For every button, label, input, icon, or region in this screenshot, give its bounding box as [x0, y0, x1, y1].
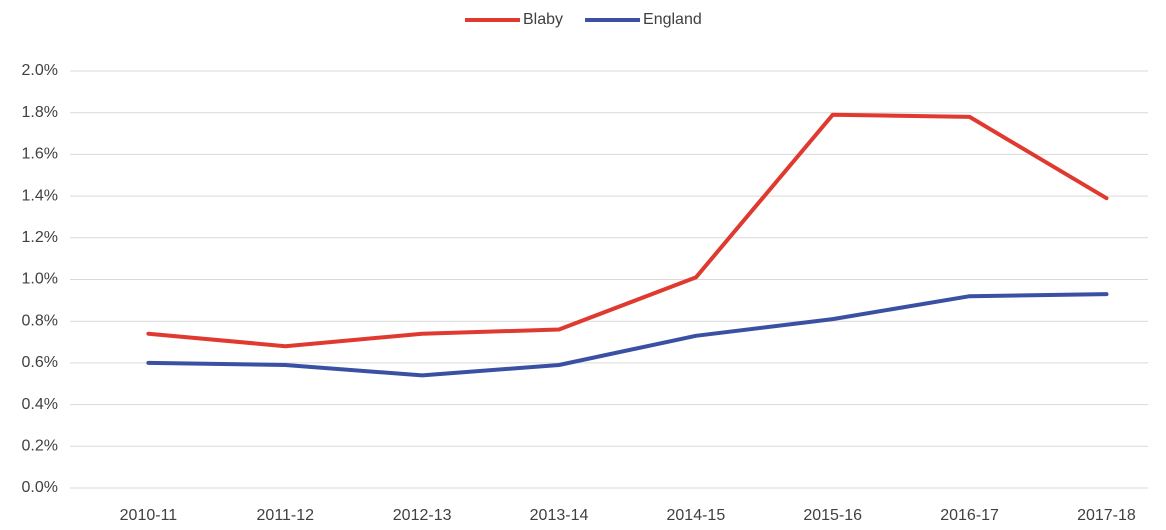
- x-tick-label: 2014-15: [667, 507, 726, 524]
- y-tick-label: 0.2%: [22, 438, 58, 455]
- x-tick-label: 2010-11: [120, 507, 178, 524]
- y-tick-label: 0.0%: [22, 479, 58, 496]
- legend-label: Blaby: [523, 11, 563, 28]
- y-tick-label: 1.8%: [22, 104, 58, 121]
- series-line: [146, 112, 1109, 349]
- y-tick-label: 0.6%: [22, 354, 58, 371]
- x-tick-label: 2011-12: [257, 507, 315, 524]
- y-tick-label: 1.2%: [22, 229, 58, 246]
- series-line: [146, 292, 1109, 378]
- y-tick-label: 1.0%: [22, 271, 58, 288]
- x-tick-label: 2015-16: [803, 507, 862, 524]
- x-tick-label: 2013-14: [530, 507, 589, 524]
- legend-label: England: [643, 11, 702, 28]
- y-tick-label: 0.4%: [22, 396, 58, 413]
- y-tick-label: 1.6%: [22, 146, 58, 163]
- y-tick-label: 2.0%: [22, 62, 58, 79]
- x-tick-label: 2017-18: [1077, 507, 1136, 524]
- x-tick-label: 2012-13: [393, 507, 452, 524]
- y-tick-label: 0.8%: [22, 312, 58, 329]
- x-tick-label: 2016-17: [940, 507, 999, 524]
- y-tick-label: 1.4%: [22, 187, 58, 204]
